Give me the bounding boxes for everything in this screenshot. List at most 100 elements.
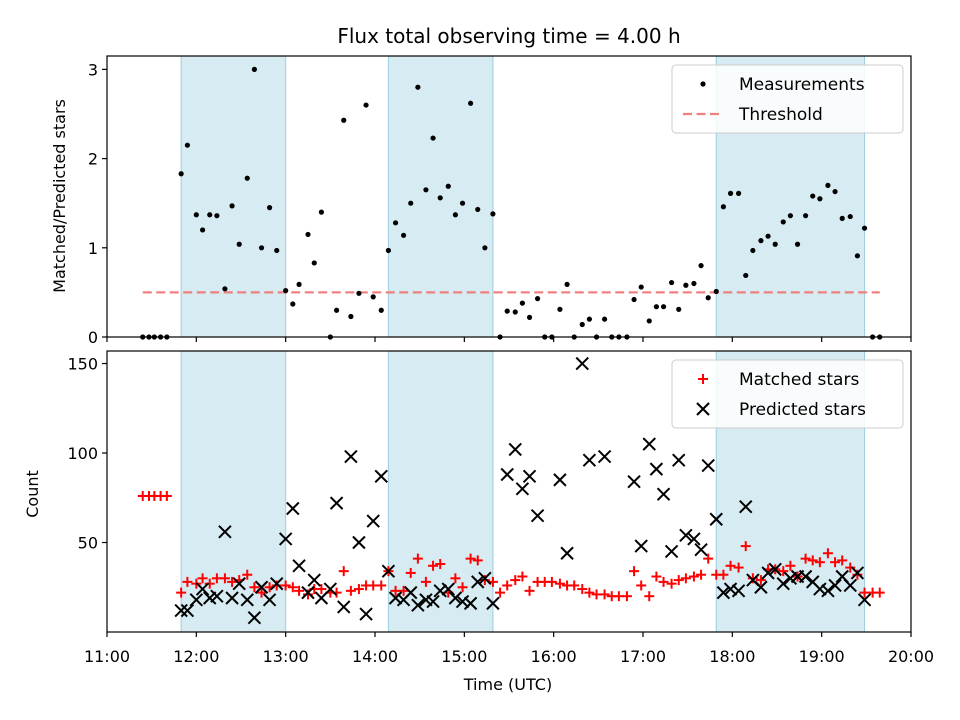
cross-stroke [404,585,418,600]
predicted-stars-point [441,582,455,596]
cross-stroke [195,582,210,596]
measurement-point [392,220,399,226]
matched-stars-point [428,560,439,571]
matched-stars-point [450,573,461,584]
matched-stars-point [814,557,825,568]
matched-stars-point [517,571,528,582]
measurement-point [735,190,742,196]
measurement-point [564,281,570,287]
cross-stroke [694,542,708,557]
predicted-stars-point [857,593,872,607]
x-tick-label: 13:00 [263,647,309,666]
measurement-point [290,301,296,307]
top-panel: 0 1 2 3 Measurements Threshold [88,55,912,347]
measurement-point [526,314,533,320]
matched-stars-point [256,587,267,598]
cross-stroke [798,569,813,584]
cross-stroke [388,591,403,605]
cross-stroke [530,508,545,523]
predicted-stars-point [716,585,731,600]
predicted-stars-point [656,487,671,501]
predicted-stars-point [850,566,865,580]
x-tick-label: 16:00 [531,647,577,666]
matched-stars-point [680,573,691,584]
matched-stars-point [837,555,848,566]
cross-stroke [180,603,195,618]
predicted-stars-point [739,500,753,514]
matched-stars-point [636,580,647,591]
y-tick-label: 0 [88,328,98,347]
predicted-stars-point [664,544,679,559]
cross-stroke [679,528,693,543]
matched-stars-point [696,569,707,580]
cross-stroke [374,469,388,483]
x-tick-label: 20:00 [888,647,934,666]
matched-stars-point [502,580,513,591]
measurement-point [519,300,526,306]
cross-stroke [672,453,686,467]
cross-stroke [716,585,731,600]
cross-stroke [627,474,641,489]
matched-stars-point [569,580,580,591]
predicted-stars-point [195,582,210,596]
matched-stars-point [457,582,468,593]
matched-stars-point [629,566,640,577]
matched-stars-point [785,560,796,571]
matched-stars-point [495,587,506,598]
measurement-point [214,213,220,219]
cross-stroke [270,576,284,591]
cross-stroke [433,584,447,598]
cross-stroke [286,501,300,516]
measurement-point [534,296,541,302]
measurement-point [601,316,608,322]
matched-stars-point [800,553,811,564]
predicted-stars-point [352,535,366,550]
predicted-stars-point [270,576,284,591]
measurement-point [296,281,302,287]
predicted-stars-point [455,594,470,609]
matched-stars-point [778,566,789,577]
measurement-point [490,211,496,217]
measurement-point [638,284,644,290]
predicted-stars-point [813,582,827,596]
matched-stars-point [718,569,729,580]
predicted-stars-point [709,512,723,526]
cross-stroke [254,580,269,594]
matched-stars-point [303,589,313,600]
measurement-point [660,304,667,310]
matched-stars-point [725,560,736,571]
measurement-point [854,253,861,259]
predicted-stars-point [225,591,239,605]
predicted-stars-point [240,593,254,607]
predicted-stars-point [627,474,641,489]
measurement-point [266,205,273,211]
matched-stars-point [658,576,669,587]
predicted-stars-point [515,482,530,496]
predicted-stars-point [761,566,775,580]
predicted-stars-point [634,539,648,553]
y-tick-label: 150 [67,355,98,374]
cross-stroke [247,610,262,625]
measurement-point [274,247,280,254]
predicted-stars-point [597,449,612,464]
predicted-stars-point [323,582,338,596]
predicted-stars-point [463,596,478,611]
measurement-point [579,321,585,328]
cross-stroke [850,566,865,580]
cross-stroke [307,573,321,587]
matched-stars-point [554,578,565,589]
predicted-stars-point [478,571,492,586]
matched-stars-point [176,587,187,598]
legend-measurement-swatch [700,81,706,87]
cross-stroke [656,487,671,501]
matched-stars-point [249,582,260,593]
cross-stroke [329,496,344,510]
x-tick-label: 12:00 [173,647,219,666]
matched-stars-point [845,562,856,573]
cross-stroke [323,582,338,596]
matched-stars-point [651,571,662,582]
predicted-stars-point [530,508,545,523]
y-tick-label: 100 [67,444,98,463]
measurement-point [378,307,384,313]
predicted-stars-point [798,569,813,584]
